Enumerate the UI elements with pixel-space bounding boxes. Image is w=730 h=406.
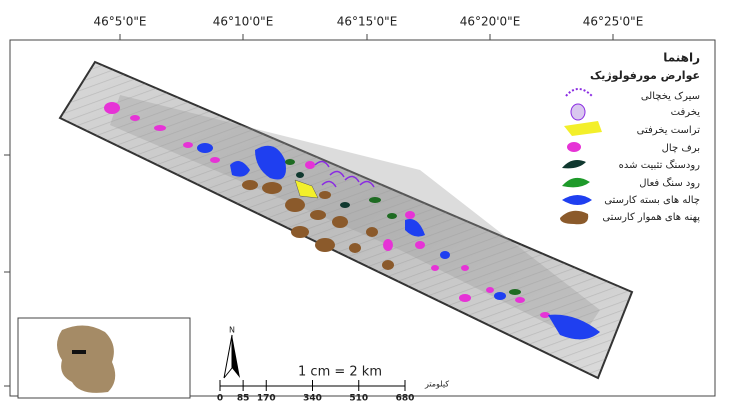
legend-icons (560, 88, 602, 225)
legend-item: رودسنگ تثبیت شده (619, 159, 701, 171)
scale-bar: 0 85 170 340 510 680 کیلومتر (217, 380, 449, 404)
north-arrow: N (223, 326, 240, 379)
legend-item: یخرفت (671, 107, 701, 118)
legend-subtitle: عوارض مورفولوژیک (590, 69, 700, 82)
legend-item: سیرک یخچالی (641, 91, 700, 102)
labels: 46°5'0"E 46°10'0"E 46°15'0"E 46°20'0"E 46°25… (94, 15, 701, 224)
inset-map (17, 317, 191, 399)
scale-tick-label: 0 (217, 394, 223, 404)
north-label: N (229, 326, 235, 335)
scale-tick-label: 340 (303, 394, 322, 404)
scale-tick-label: 680 (396, 394, 415, 404)
legend-item: برف چال (662, 143, 700, 154)
scale-tick-label: 85 (237, 394, 250, 404)
longitude-label: 46°5'0"E (94, 15, 147, 29)
scale-tick-label: 510 (349, 394, 368, 404)
legend-item: پهنه های هموار کارستی (602, 212, 700, 223)
longitude-label: 46°25'0"E (583, 15, 644, 29)
frame-ticks (4, 34, 614, 387)
scale-tick-label: 170 (257, 394, 276, 404)
features (104, 102, 600, 340)
longitude-label: 46°20'0"E (460, 15, 521, 29)
legend-item: تراست یخرفتی (637, 125, 701, 136)
legend-item: چاله های بسته کارستی (604, 195, 700, 206)
scale-unit: کیلومتر (424, 380, 449, 389)
map-frame (9, 39, 716, 397)
longitude-label: 46°10'0"E (213, 15, 274, 29)
legend-title: راهنما (663, 51, 700, 65)
longitude-label: 46°15'0"E (337, 15, 398, 29)
legend-item: رود سنگ فعال (639, 177, 700, 189)
scale-ratio: 1 cm = 2 km (298, 365, 382, 380)
